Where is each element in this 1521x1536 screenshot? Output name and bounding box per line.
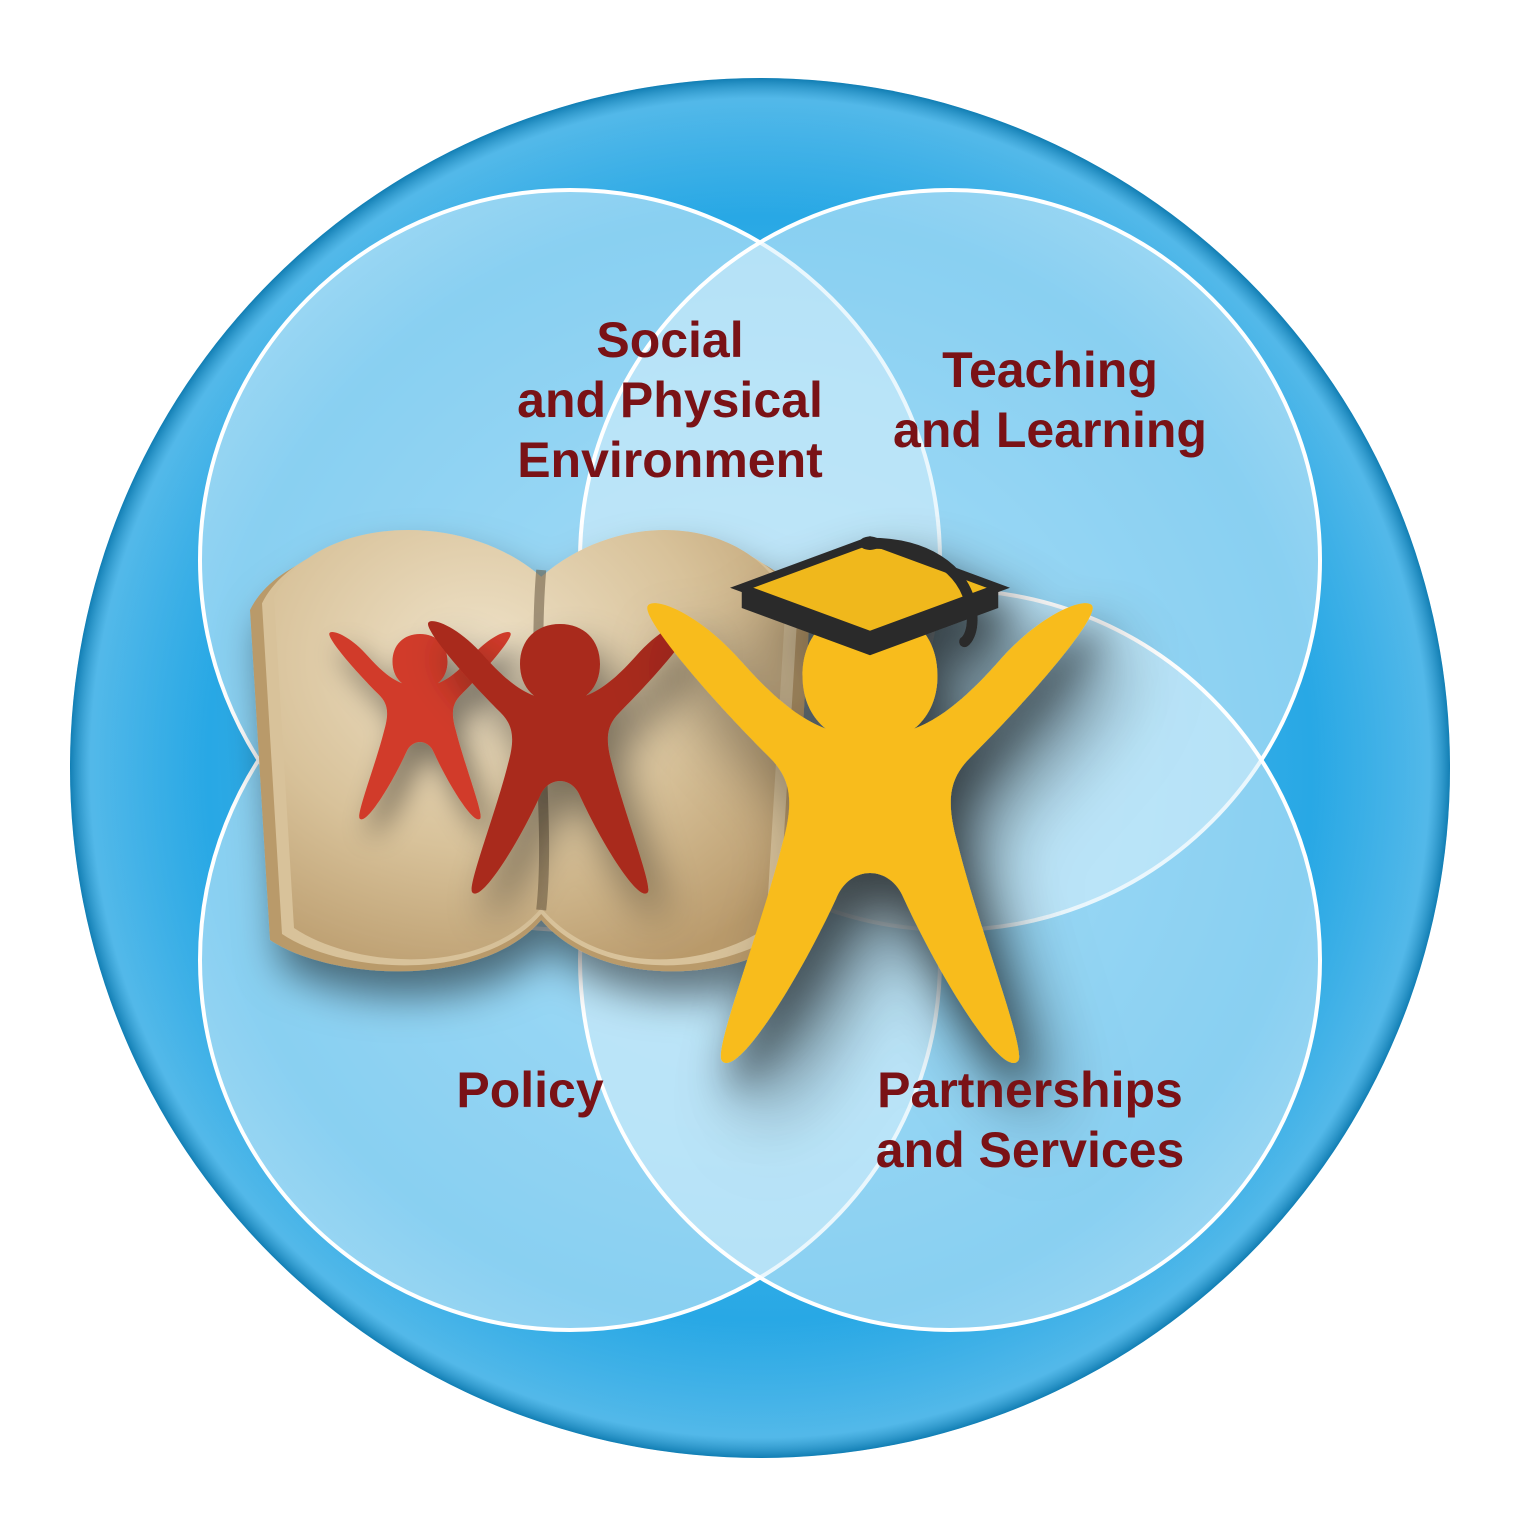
label-teaching-learning: Teaching and Learning [850,340,1250,460]
label-policy: Policy [380,1060,680,1120]
label-partnerships: Partnerships and Services [820,1060,1240,1180]
label-social-environment: Social and Physical Environment [470,310,870,490]
venn-svg [0,0,1521,1536]
diagram-stage: Social and Physical Environment Teaching… [0,0,1521,1536]
